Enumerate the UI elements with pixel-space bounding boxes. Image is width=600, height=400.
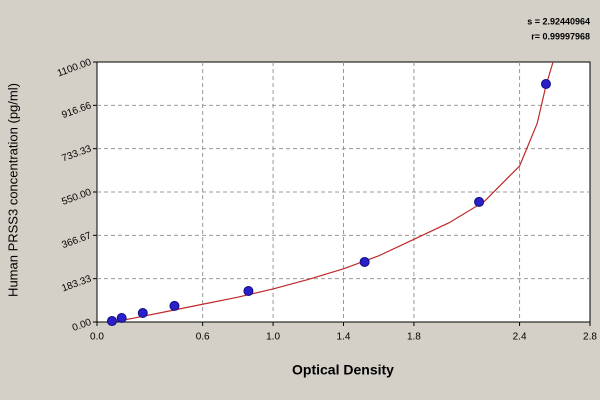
point [540, 78, 551, 89]
y-tick-label: 916.66 [60, 100, 93, 121]
point [137, 308, 148, 319]
y-tick-label: 183.33 [60, 273, 93, 294]
annotation: s = 2.92440964 [527, 16, 590, 26]
point [359, 256, 370, 267]
point [243, 286, 254, 297]
y-tick-label: 1100.00 [56, 57, 93, 80]
y-axis-title: Human PRSS3 concentration (pg/ml) [5, 83, 20, 297]
x-tick-label: 0.0 [90, 332, 104, 343]
x-tick-label: 0.6 [196, 332, 210, 343]
annotation: r= 0.99997968 [531, 31, 590, 41]
y-tick-label: 550.00 [60, 187, 93, 208]
x-tick-label: 2.4 [513, 332, 527, 343]
x-tick-label: 1.4 [337, 332, 351, 343]
point [116, 312, 127, 323]
y-tick-label: 366.67 [60, 230, 93, 251]
x-axis-title: Optical Density [292, 362, 394, 378]
x-tick-label: 1.0 [266, 332, 280, 343]
y-tick-label: 733.33 [60, 143, 93, 164]
point [474, 196, 485, 207]
point [169, 300, 180, 311]
x-tick-label: 2.8 [583, 332, 597, 343]
point [106, 316, 117, 327]
x-tick-label: 1.8 [407, 332, 421, 343]
